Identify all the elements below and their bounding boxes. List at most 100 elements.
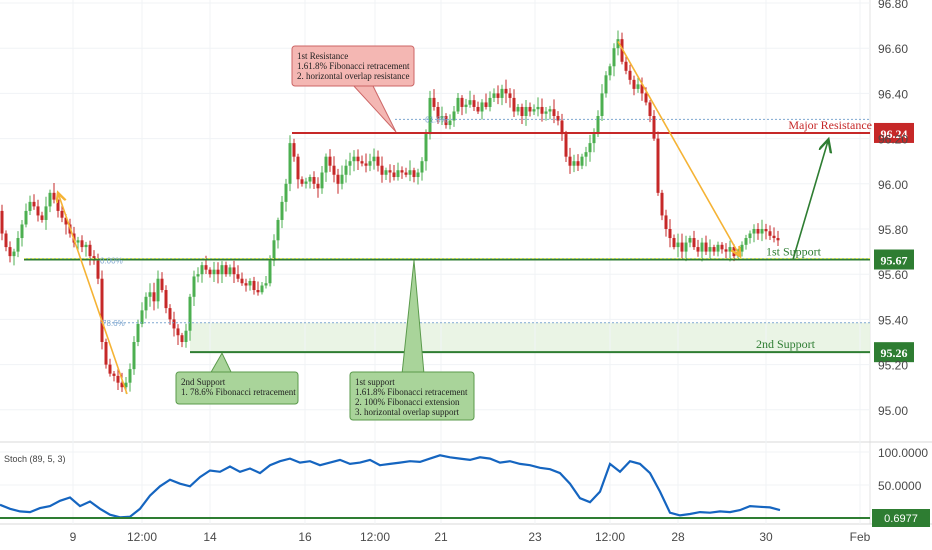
support1-callout-pointer — [401, 260, 425, 375]
candle-body — [620, 39, 624, 62]
price-tick-label: 96.40 — [878, 87, 908, 101]
candle-body — [444, 116, 448, 126]
candle-body — [224, 265, 228, 275]
price-tick-label: 95.00 — [878, 404, 908, 418]
projection-arrow — [792, 141, 828, 260]
stoch-value-text: 0.6977 — [884, 513, 918, 525]
candle-body — [440, 116, 444, 119]
candle-body — [704, 242, 708, 252]
candle-body — [532, 109, 536, 112]
price-tick-label: 95.40 — [878, 313, 908, 327]
candle-body — [564, 134, 568, 157]
candle-body — [456, 97, 460, 112]
candle-body — [484, 102, 488, 107]
candle-body — [272, 240, 276, 261]
candle-body — [300, 179, 304, 184]
support-zone — [190, 322, 870, 353]
candle-body — [496, 93, 500, 98]
candle-body — [464, 104, 468, 107]
candle-body — [212, 269, 216, 275]
candle-body — [84, 244, 88, 248]
candle-body — [512, 97, 516, 112]
candle-body — [348, 161, 352, 166]
candle-body — [140, 310, 144, 324]
candle-body — [76, 240, 80, 243]
support1-callout-box — [349, 371, 475, 421]
candle-body — [432, 97, 436, 107]
candle-body — [700, 242, 704, 252]
candles — [0, 30, 780, 394]
candle-body — [724, 249, 728, 252]
candle-body — [388, 170, 392, 173]
price-tick-label: 96.20 — [878, 133, 908, 147]
candle-body — [384, 170, 388, 175]
candle-body — [80, 240, 84, 248]
candle-body — [684, 242, 688, 252]
time-tick-label: 28 — [671, 530, 685, 544]
candle-body — [636, 84, 640, 89]
candle-body — [400, 170, 404, 173]
candle-body — [696, 247, 700, 252]
fib-786-label: 78.6% — [102, 319, 125, 328]
candle-body — [184, 330, 188, 342]
candle-body — [156, 278, 160, 302]
candle-body — [460, 97, 464, 107]
stoch-label: Stoch (89, 5, 3) — [4, 454, 66, 464]
candle-body — [396, 170, 400, 178]
level-name-label: 2nd Support — [756, 337, 816, 351]
price-tick-label: 95.60 — [878, 268, 908, 282]
candle-body — [424, 134, 428, 162]
support1-callout-line: 3. horizontal overlap support — [355, 407, 459, 417]
level-price-badge — [874, 122, 914, 143]
candle-body — [580, 156, 584, 166]
candle-body — [116, 375, 120, 383]
stoch-tick-label: 100.0000 — [878, 446, 928, 460]
candle-body — [764, 229, 768, 232]
candle-body — [316, 183, 320, 189]
stoch-value-badge — [872, 509, 930, 527]
time-tick-label: 21 — [434, 530, 448, 544]
candle-body — [740, 244, 744, 252]
candle-body — [504, 88, 508, 94]
candle-body — [360, 161, 364, 164]
candle-body — [524, 106, 528, 116]
candle-body — [100, 278, 104, 342]
candle-body — [284, 183, 288, 202]
candle-body — [528, 106, 532, 112]
candle-body — [120, 382, 124, 388]
fib-arrow-left — [58, 193, 128, 395]
candle-body — [660, 192, 664, 216]
candle-body — [16, 238, 20, 252]
resistance-callout-line: 1st Resistance — [297, 51, 348, 61]
fib-zero-label: 0.00% — [100, 257, 123, 266]
candle-body — [204, 265, 208, 270]
time-axis-ticks: 9 12:00 14 16 12:00 21 23 12:00 28 30 Feb — [70, 530, 871, 544]
candle-body — [392, 172, 396, 178]
candle-body — [280, 201, 284, 220]
candle-body — [708, 247, 712, 252]
candle-body — [752, 229, 756, 234]
candle-body — [104, 342, 108, 365]
candle-body — [180, 335, 184, 342]
candle-body — [748, 233, 752, 239]
candle-body — [500, 88, 504, 98]
candle-body — [744, 238, 748, 245]
candle-body — [108, 364, 112, 374]
candle-body — [584, 152, 588, 157]
candle-body — [32, 201, 36, 207]
candle-body — [612, 48, 616, 67]
candle-body — [488, 97, 492, 107]
candle-body — [216, 269, 220, 275]
candle-body — [776, 238, 780, 241]
candle-body — [760, 229, 764, 234]
candle-body — [252, 280, 256, 291]
candle-body — [164, 290, 168, 309]
candle-body — [508, 93, 512, 98]
candle-body — [260, 285, 264, 293]
price-tick-label: 96.60 — [878, 42, 908, 56]
price-axis-panel — [870, 0, 932, 550]
candle-body — [320, 172, 324, 189]
candle-body — [468, 100, 472, 105]
time-tick-label: 16 — [298, 530, 312, 544]
